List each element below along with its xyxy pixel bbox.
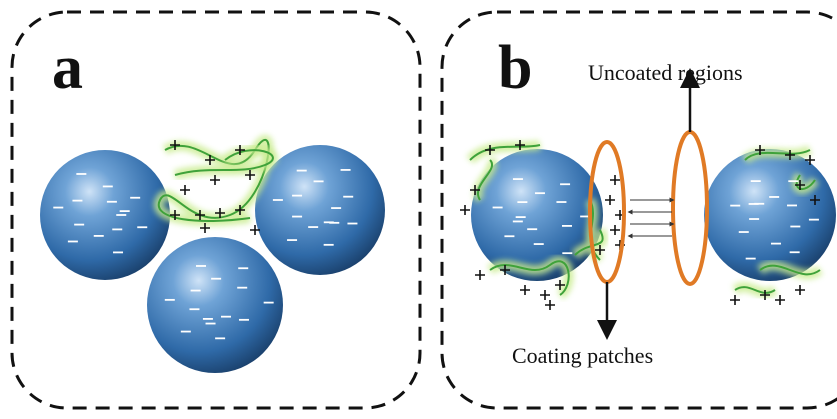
positive-charge	[540, 290, 550, 300]
positive-charge	[460, 205, 470, 215]
positive-charge	[730, 295, 740, 305]
positive-charge	[605, 195, 615, 205]
page: {"panels": [ {"label": "a"}, {"label": "…	[0, 0, 837, 419]
positive-charge	[795, 285, 805, 295]
positive-charge	[475, 270, 485, 280]
figure: a b Uncoated regions Coating patches	[0, 0, 837, 419]
positive-charge	[520, 285, 530, 295]
positive-charge	[610, 225, 620, 235]
particle	[40, 150, 170, 280]
annotation: Coating patches	[512, 343, 653, 368]
positive-charge	[180, 185, 190, 195]
panel-label: a	[52, 34, 83, 102]
uncoated-ring	[673, 132, 707, 284]
positive-charge	[210, 175, 220, 185]
particle	[147, 237, 283, 373]
positive-charge	[775, 295, 785, 305]
positive-charge	[610, 175, 620, 185]
positive-charge	[545, 300, 555, 310]
panel-label: b	[498, 34, 532, 102]
particles	[40, 145, 836, 373]
attraction-arrows	[630, 200, 672, 236]
annotation: Uncoated regions	[588, 60, 743, 85]
